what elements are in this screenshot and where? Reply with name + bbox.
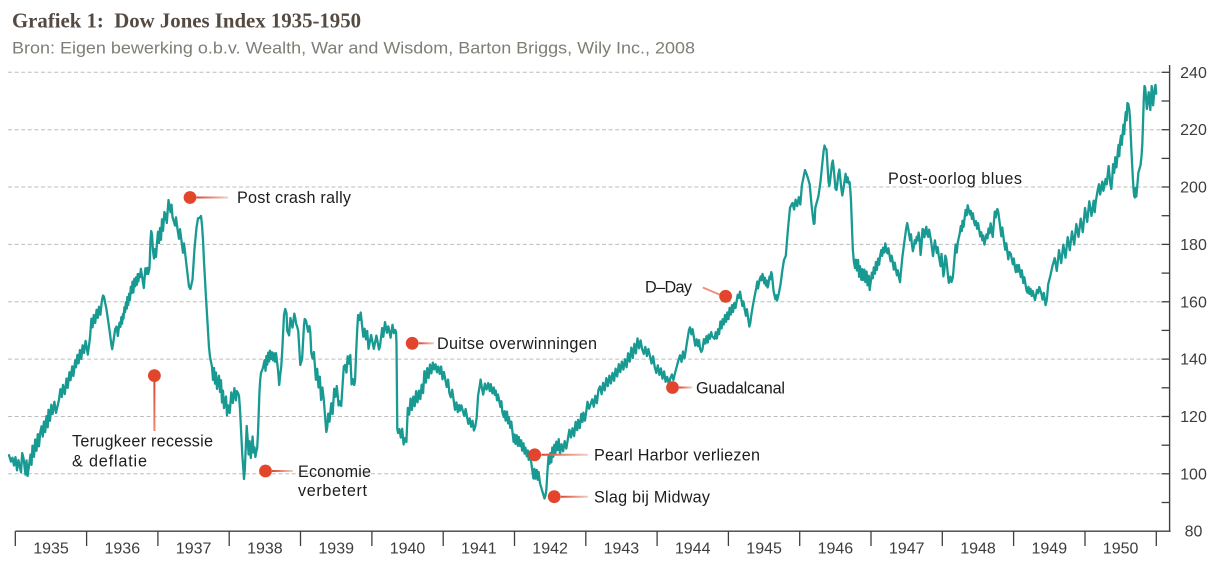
svg-text:Guadalcanal: Guadalcanal xyxy=(696,380,785,398)
svg-text:120: 120 xyxy=(1180,409,1207,426)
svg-text:100: 100 xyxy=(1180,466,1207,483)
svg-text:D–Day: D–Day xyxy=(645,279,693,297)
svg-text:Duitse overwinningen: Duitse overwinningen xyxy=(437,335,597,353)
svg-text:Terugkeer recessie: Terugkeer recessie xyxy=(72,433,213,451)
svg-text:1946: 1946 xyxy=(818,541,854,558)
svg-text:1941: 1941 xyxy=(461,541,497,558)
svg-text:Pearl Harbor verliezen: Pearl Harbor verliezen xyxy=(594,447,760,465)
svg-text:1942: 1942 xyxy=(532,541,568,558)
svg-text:140: 140 xyxy=(1180,352,1207,369)
svg-text:1949: 1949 xyxy=(1032,541,1068,558)
svg-text:80: 80 xyxy=(1185,524,1203,541)
svg-text:1943: 1943 xyxy=(604,541,640,558)
svg-text:220: 220 xyxy=(1180,122,1207,139)
svg-text:1944: 1944 xyxy=(675,541,711,558)
svg-text:1939: 1939 xyxy=(318,541,354,558)
svg-text:1940: 1940 xyxy=(390,541,426,558)
svg-text:200: 200 xyxy=(1180,180,1207,197)
svg-text:1948: 1948 xyxy=(960,541,996,558)
svg-text:1945: 1945 xyxy=(746,541,782,558)
svg-text:1938: 1938 xyxy=(247,541,283,558)
svg-text:1937: 1937 xyxy=(176,541,212,558)
svg-text:1936: 1936 xyxy=(105,541,141,558)
svg-text:160: 160 xyxy=(1180,294,1207,311)
svg-text:1950: 1950 xyxy=(1103,541,1139,558)
svg-text:Grafiek 1: Dow Jones Index 19: Grafiek 1: Dow Jones Index 1935-1950 xyxy=(12,9,361,33)
svg-text:180: 180 xyxy=(1180,237,1207,254)
svg-text:1947: 1947 xyxy=(889,541,925,558)
svg-text:verbetert: verbetert xyxy=(298,482,368,500)
svg-text:Post crash rally: Post crash rally xyxy=(237,189,352,207)
svg-text:& deflatie: & deflatie xyxy=(72,453,147,471)
svg-text:Slag bij Midway: Slag bij Midway xyxy=(594,489,711,507)
svg-text:Post-oorlog blues: Post-oorlog blues xyxy=(888,170,1022,188)
svg-text:240: 240 xyxy=(1180,65,1207,82)
svg-text:Economie: Economie xyxy=(298,463,371,481)
svg-text:Bron: Eigen bewerking o.b.v. W: Bron: Eigen bewerking o.b.v. Wealth, War… xyxy=(12,39,695,58)
svg-text:1935: 1935 xyxy=(33,541,69,558)
